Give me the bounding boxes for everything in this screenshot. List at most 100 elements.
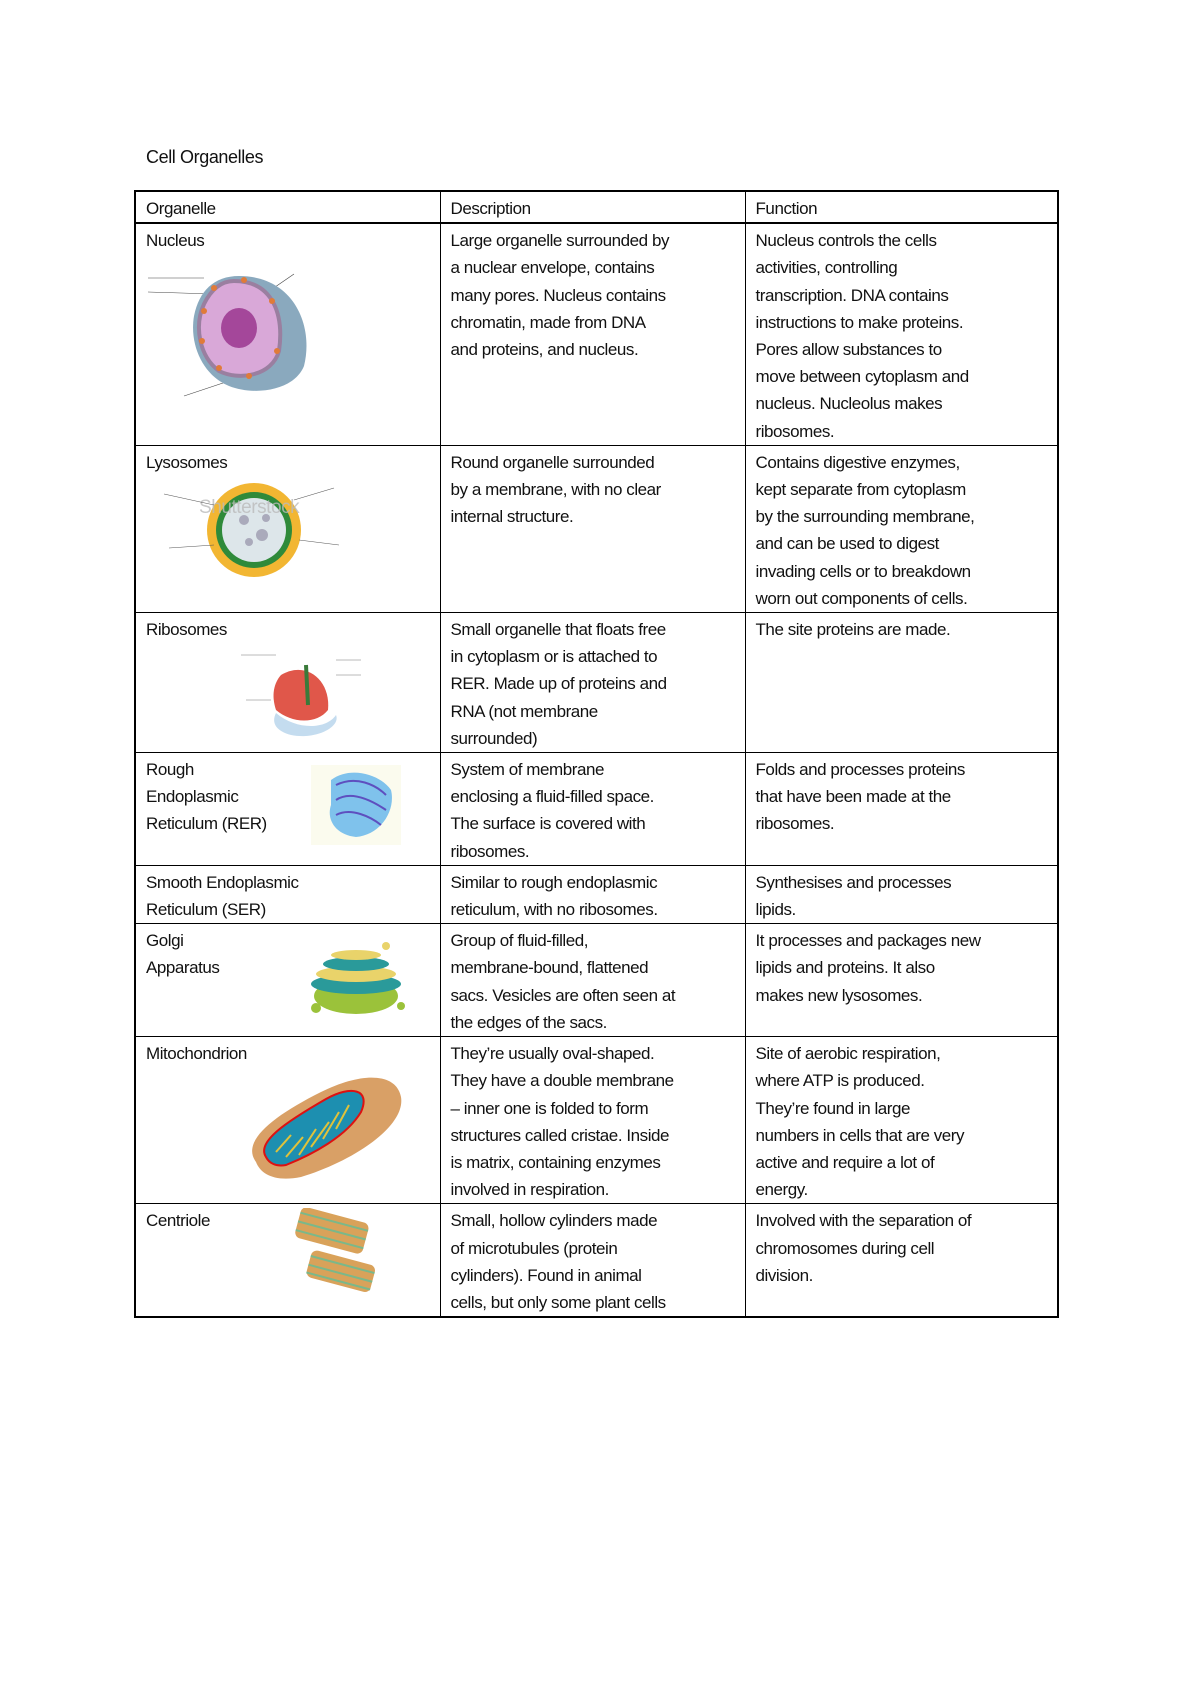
cell-description: System of membrane enclosing a fluid-fill… — [439, 752, 746, 866]
organelle-text-line: Ribosomes — [146, 620, 227, 640]
organelle-text-line: Rough — [146, 760, 194, 780]
description-text-line: sacs. Vesicles are often seen at — [450, 985, 676, 1005]
table-row: Golgi Apparatus Group of fluid-filled, memb… — [134, 923, 1059, 1038]
function-text-line: ribosomes. — [755, 814, 835, 834]
function-text-line: Contains digestive enzymes, — [755, 452, 961, 472]
description-text-line: cells, but only some plant cells — [450, 1292, 667, 1312]
organelle-text-line: Centriole — [146, 1211, 210, 1231]
function-text-line: Involved with the separation of — [755, 1211, 972, 1231]
header-function: Function — [744, 190, 1059, 225]
description-text-line: Group of fluid-filled, — [450, 931, 589, 951]
function-text-line: ribosomes. — [755, 421, 835, 441]
organelle-text-line: Nucleus — [146, 231, 205, 251]
organelle-text-line: Smooth Endoplasmic — [146, 872, 299, 892]
function-text-line: transcription. DNA contains — [755, 285, 949, 305]
function-text-line: Site of aerobic respiration, — [755, 1044, 941, 1064]
cell-organelle: Smooth Endoplasmic Reticulum (SER) — [134, 864, 441, 925]
description-text-line: ribosomes. — [450, 841, 530, 861]
cell-function: Folds and processes proteins that have be… — [744, 752, 1059, 866]
cell-function: Synthesises and processes lipids. — [744, 864, 1059, 925]
function-text-line: active and require a lot of — [755, 1152, 935, 1172]
description-text-line: structures called cristae. Inside — [450, 1125, 670, 1145]
header-organelle: Organelle — [134, 190, 441, 225]
description-text-line: System of membrane — [450, 760, 605, 780]
organelles-table: Organelle Description Function Nucleus La… — [134, 190, 1059, 1319]
description-text-line: chromatin, made from DNA — [450, 312, 647, 332]
organelle-text-line: Lysosomes — [146, 452, 228, 472]
description-text-line: They’re usually oval-shaped. — [450, 1044, 655, 1064]
table-row: Ribosomes Small organelle that floats fre… — [134, 612, 1059, 754]
description-text-line: of microtubules (protein — [450, 1238, 618, 1258]
function-text-line: Pores allow substances to — [755, 340, 943, 360]
function-text-line: that have been made at the — [755, 787, 952, 807]
description-text-line: surrounded) — [450, 728, 538, 748]
nucleus-diagram — [144, 256, 344, 414]
function-text-line: division. — [755, 1265, 814, 1285]
function-text-line: lipids and proteins. It also — [755, 958, 936, 978]
description-text-line: internal structure. — [450, 507, 574, 527]
function-text-line: kept separate from cytoplasm — [755, 480, 967, 500]
organelle-text-line: Reticulum (RER) — [146, 814, 267, 834]
rer-diagram — [311, 765, 401, 853]
cell-function: It processes and packages new lipids and … — [744, 923, 1059, 1038]
function-text-line: and can be used to digest — [755, 534, 940, 554]
function-text-line: worn out components of cells. — [755, 588, 968, 608]
function-text-line: Nucleus controls the cells — [755, 231, 938, 251]
description-text-line: in cytoplasm or is attached to — [450, 647, 658, 667]
centriole-diagram — [266, 1207, 396, 1301]
header-description: Description — [439, 190, 746, 225]
cell-function: Involved with the separation of chromosom… — [744, 1203, 1059, 1318]
cell-description: Small organelle that floats free in cytop… — [439, 612, 746, 754]
description-text-line: a nuclear envelope, contains — [450, 258, 655, 278]
cell-description: Small, hollow cylinders made of microtubu… — [439, 1203, 746, 1318]
function-text-line: invading cells or to breakdown — [755, 561, 972, 581]
lysosome-diagram: Shutterstock — [144, 480, 364, 588]
organelle-text-line: Apparatus — [146, 958, 220, 978]
description-text-line: involved in respiration. — [450, 1180, 610, 1200]
golgi-diagram — [291, 936, 421, 1034]
description-text-line: Small organelle that floats free — [450, 620, 667, 640]
function-text-line: instructions to make proteins. — [755, 312, 964, 332]
table-row: Nucleus Large organelle surrounded by a nu… — [134, 222, 1059, 446]
description-text-line: many pores. Nucleus contains — [450, 285, 667, 305]
function-text-line: lipids. — [755, 900, 797, 920]
table-header-row: Organelle Description Function — [134, 190, 1059, 225]
function-text-line: nucleus. Nucleolus makes — [755, 394, 943, 414]
description-text-line: cylinders). Found in animal — [450, 1265, 642, 1285]
cell-organelle: Rough Endoplasmic Reticulum (RER) — [134, 752, 441, 866]
cell-function: Contains digestive enzymes, kept separate… — [744, 444, 1059, 614]
description-text-line: and proteins, and nucleus. — [450, 340, 639, 360]
table-row: Smooth Endoplasmic Reticulum (SER) Similar… — [134, 864, 1059, 925]
description-text-line: Small, hollow cylinders made — [450, 1211, 658, 1231]
function-text-line: activities, controlling — [755, 258, 898, 278]
organelle-text-line: Endoplasmic — [146, 787, 239, 807]
description-text-line: RER. Made up of proteins and — [450, 674, 668, 694]
function-text-line: energy. — [755, 1180, 809, 1200]
cell-organelle: Golgi Apparatus — [134, 923, 441, 1038]
description-text-line: enclosing a fluid-filled space. — [450, 787, 655, 807]
cell-function: Nucleus controls the cells activities, co… — [744, 222, 1059, 446]
function-text-line: chromosomes during cell — [755, 1238, 935, 1258]
table-row: Lysosomes Shutterstock Round organelle sur… — [134, 444, 1059, 614]
cell-description: Group of fluid-filled, membrane-bound, fl… — [439, 923, 746, 1038]
page-title: Cell Organelles — [146, 147, 264, 167]
description-text-line: RNA (not membrane — [450, 701, 599, 721]
description-text-line: reticulum, with no ribosomes. — [450, 900, 659, 920]
function-text-line: Synthesises and processes — [755, 872, 952, 892]
cell-organelle: Nucleus — [134, 222, 441, 446]
ribosome-diagram — [236, 645, 366, 753]
description-text-line: by a membrane, with no clear — [450, 480, 662, 500]
function-text-line: where ATP is produced. — [755, 1071, 925, 1091]
description-text-line: They have a double membrane — [450, 1071, 675, 1091]
description-text-line: Round organelle surrounded — [450, 452, 655, 472]
function-text-line: The site proteins are made. — [755, 620, 951, 640]
function-text-line: move between cytoplasm and — [755, 367, 970, 387]
watermark: Shutterstock — [199, 497, 300, 518]
function-text-line: numbers in cells that are very — [755, 1125, 965, 1145]
function-text-line: Folds and processes proteins — [755, 760, 966, 780]
organelle-text-line: Golgi — [146, 931, 184, 951]
description-text-line: Large organelle surrounded by — [450, 231, 670, 251]
description-text-line: is matrix, containing enzymes — [450, 1152, 661, 1172]
cell-description: Large organelle surrounded by a nuclear e… — [439, 222, 746, 446]
cell-organelle: Mitochondrion — [134, 1036, 441, 1205]
